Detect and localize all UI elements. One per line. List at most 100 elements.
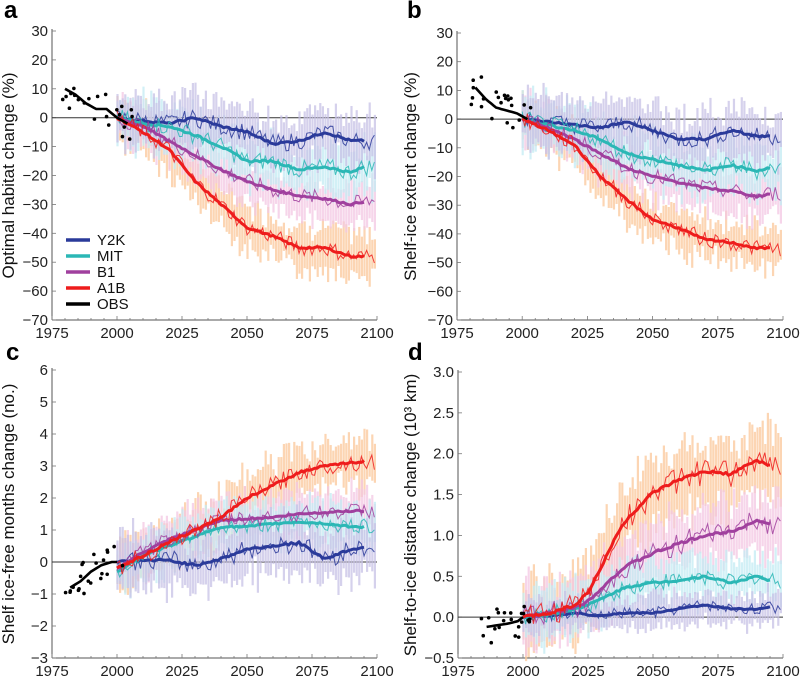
obs-point xyxy=(490,116,494,121)
x-tick-label: 1975 xyxy=(35,663,68,680)
y-tick-label: 6 xyxy=(40,362,48,379)
panel-label: c xyxy=(6,339,19,366)
band-MIT xyxy=(522,546,783,654)
y-tick-label: −40 xyxy=(428,226,453,243)
obs-point xyxy=(505,94,510,98)
panel-a: a 1975 2000 2025 2050 2075 2100 30 20 10 0 −10 −20 −3… xyxy=(0,0,394,342)
obs-point xyxy=(71,585,75,590)
legend-label: A1B xyxy=(97,280,125,297)
y-tick-label: −20 xyxy=(23,168,48,185)
obs-point xyxy=(60,97,65,102)
x-tick-label: 2100 xyxy=(766,663,799,680)
obs-point xyxy=(82,101,87,105)
panel-c: c 1975 2000 2025 2050 2075 2100 6 5 4 3 2 1 0 −1 −2 −3 Sh… xyxy=(0,339,394,680)
obs-point xyxy=(122,125,127,129)
y-tick-label: 3.0 xyxy=(433,364,454,381)
obs-point xyxy=(497,625,501,630)
y-tick-label: 2.5 xyxy=(433,405,454,422)
panel-label: b xyxy=(407,0,422,24)
y-tick-label: 0 xyxy=(40,110,48,127)
obs-point xyxy=(471,78,475,83)
obs-point xyxy=(502,93,507,98)
obs-point xyxy=(509,617,514,622)
obs-point xyxy=(522,103,526,107)
y-tick-label: 1 xyxy=(40,522,48,539)
series-Y2K-smoothed xyxy=(116,540,365,567)
obs-point xyxy=(95,94,100,99)
obs-point xyxy=(81,560,85,565)
x-tick-label: 1975 xyxy=(35,325,68,342)
panel-d: d 1975 2000 2025 2050 2075 2100 3.0 2.5 2.0 1.5 1.0… xyxy=(401,339,800,680)
x-tick-label: 2050 xyxy=(230,663,263,680)
obs-point xyxy=(508,611,513,615)
obs-point xyxy=(526,618,530,622)
obs-point xyxy=(469,102,474,107)
x-tick-label: 2050 xyxy=(230,325,263,342)
y-tick-label: −70 xyxy=(428,312,453,329)
legend-label: OBS xyxy=(97,296,129,313)
x-tick-label: 1975 xyxy=(441,663,474,680)
x-tick-label: 2025 xyxy=(165,663,198,680)
obs-point xyxy=(130,114,134,119)
obs-point xyxy=(503,96,508,101)
y-tick-label: −3 xyxy=(31,650,48,667)
x-tick-label: 2100 xyxy=(766,325,799,342)
obs-point xyxy=(470,96,475,100)
y-axis-label: Shelf ice-free months change (no.) xyxy=(0,384,18,645)
panel-label: a xyxy=(4,0,18,24)
x-tick-label: 2025 xyxy=(571,325,604,342)
obs-point xyxy=(69,91,73,96)
y-tick-label: −30 xyxy=(23,196,48,213)
series-MIT-smoothed xyxy=(116,520,365,574)
series-A1B-smoothed xyxy=(521,117,771,251)
obs-point xyxy=(481,97,486,101)
legend-item-b1: B1 xyxy=(66,264,115,281)
obs-point xyxy=(494,90,499,94)
series-A1B-annual xyxy=(521,113,781,257)
y-tick-label: −50 xyxy=(428,255,453,272)
x-tick-label: 2075 xyxy=(701,325,734,342)
obs-point xyxy=(63,590,68,595)
obs-point xyxy=(516,635,521,639)
obs-point xyxy=(86,579,91,583)
obs-point xyxy=(92,552,96,557)
x-tick-label: 2000 xyxy=(100,663,133,680)
y-tick-label: −50 xyxy=(23,254,48,271)
legend-label: MIT xyxy=(97,248,123,265)
x-tick-label: 2050 xyxy=(636,325,669,342)
y-tick-label: −2 xyxy=(31,618,48,635)
obs-point xyxy=(479,75,484,79)
obs-point xyxy=(99,576,103,581)
obs-point xyxy=(513,634,518,638)
obs-point xyxy=(479,616,484,621)
obs-point xyxy=(120,134,125,139)
obs-point xyxy=(511,125,515,130)
y-tick-label: 5 xyxy=(40,394,48,411)
obs-point xyxy=(88,581,93,585)
y-tick-label: 10 xyxy=(31,81,48,98)
y-tick-label: 20 xyxy=(31,52,48,69)
obs-point xyxy=(129,108,134,112)
y-tick-label: 3 xyxy=(40,458,48,475)
obs-point xyxy=(496,610,501,615)
obs-point xyxy=(104,114,109,119)
x-tick-label: 2000 xyxy=(506,663,539,680)
y-tick-label: 0.0 xyxy=(433,609,454,626)
obs-point xyxy=(92,117,97,121)
y-tick-label: −30 xyxy=(428,197,453,214)
y-tick-label: 4 xyxy=(40,426,48,443)
y-tick-label: 10 xyxy=(436,82,453,99)
obs-point xyxy=(528,105,533,110)
y-tick-label: 0.5 xyxy=(433,568,454,585)
obs-point xyxy=(76,97,81,102)
y-tick-label: 30 xyxy=(31,23,48,40)
x-tick-label: 2000 xyxy=(100,325,133,342)
obs-point xyxy=(502,610,507,615)
obs-point xyxy=(519,620,524,624)
obs-point xyxy=(100,571,104,576)
legend-item-obs: OBS xyxy=(66,296,129,313)
panel-label: d xyxy=(408,339,423,366)
series-B1-annual xyxy=(522,512,781,626)
obs-point xyxy=(78,574,83,579)
